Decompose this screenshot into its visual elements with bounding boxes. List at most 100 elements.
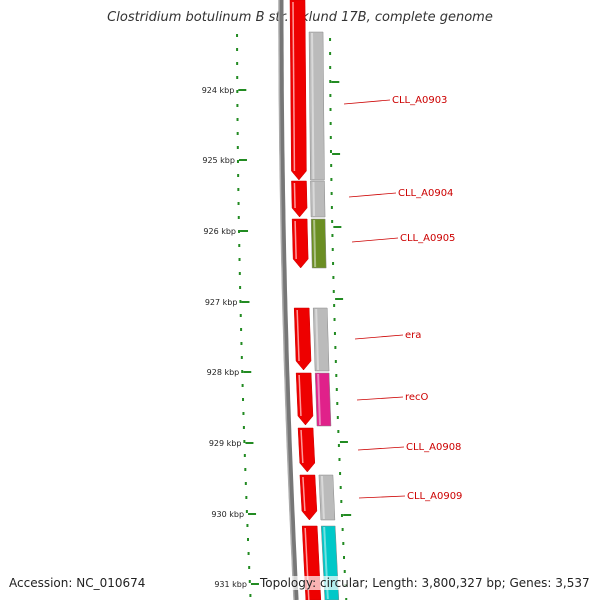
kbp-tick: [248, 513, 257, 515]
dot-mark: [329, 80, 332, 83]
dot-mark: [236, 34, 239, 37]
cds-arrow-shine: [298, 374, 302, 417]
dot-mark: [334, 360, 337, 363]
cds-arrow-shine: [293, 182, 296, 209]
dot-mark: [329, 38, 332, 41]
dot-mark: [330, 164, 333, 167]
dash-mark: [331, 81, 340, 83]
gene-box-shine: [312, 181, 316, 217]
kbp-label: 926 kbp: [203, 227, 236, 236]
dash-mark: [335, 298, 344, 300]
kbp-label: 924 kbp: [202, 86, 235, 95]
cds-arrow-shine: [302, 476, 306, 512]
gene-box-shine: [315, 308, 320, 371]
dot-mark: [236, 160, 239, 163]
dot-mark: [340, 500, 343, 503]
dot-mark: [236, 90, 239, 93]
label-leader: [356, 396, 404, 401]
dot-mark: [333, 318, 336, 321]
dot-mark: [246, 524, 249, 527]
topology-label: Topology: circular; Length: 3,800,327 bp…: [260, 576, 590, 590]
gene-box: [308, 31, 325, 181]
dot-mark: [335, 374, 338, 377]
kbp-tick: [238, 159, 247, 161]
dot-mark: [331, 234, 334, 237]
gene-label-cll_a0904: CLL_A0904: [398, 188, 453, 199]
dot-mark: [339, 472, 342, 475]
dot-mark: [243, 454, 246, 457]
dot-mark: [333, 304, 336, 307]
gene-box: [312, 307, 330, 372]
kbp-label: 930 kbp: [211, 510, 244, 519]
dot-mark: [240, 356, 243, 359]
dot-mark: [239, 300, 242, 303]
kbp-tick: [240, 230, 249, 232]
dot-mark: [237, 216, 240, 219]
dot-mark: [239, 314, 242, 317]
dot-mark: [343, 570, 346, 573]
dot-mark: [236, 76, 239, 79]
right-dot-track: [329, 38, 352, 600]
kbp-label: 925 kbp: [202, 156, 235, 165]
gene-label-cll_a0909: CLL_A0909: [407, 491, 462, 502]
dot-mark: [245, 496, 248, 499]
dot-mark: [242, 426, 245, 429]
dot-mark: [329, 122, 332, 125]
dot-mark: [329, 108, 332, 111]
dot-mark: [239, 286, 242, 289]
dot-mark: [336, 416, 339, 419]
dot-mark: [237, 202, 240, 205]
dot-mark: [245, 510, 248, 513]
dot-mark: [238, 258, 241, 261]
genome-backbone: [278, 0, 299, 600]
label-leader: [348, 192, 397, 198]
dot-mark: [236, 48, 239, 51]
dot-mark: [236, 62, 239, 65]
dot-mark: [236, 104, 239, 107]
kbp-label: 928 kbp: [207, 368, 240, 377]
accession-label: Accession: NC_010674: [9, 576, 146, 590]
dot-mark: [334, 346, 337, 349]
dot-mark: [238, 244, 241, 247]
dot-mark: [247, 552, 250, 555]
kbp-ruler: 924 kbp 925 kbp 926 kbp 927 kbp 928 kbp 929 k…: [202, 86, 259, 589]
kbp-tick: [243, 371, 252, 373]
gene-box: [318, 474, 336, 521]
kbp-tick: [245, 442, 254, 444]
dot-mark: [336, 402, 339, 405]
dot-mark: [241, 384, 244, 387]
dash-mark: [339, 441, 348, 443]
dot-mark: [337, 430, 340, 433]
label-leader: [351, 237, 399, 243]
dot-mark: [330, 178, 333, 181]
dot-mark: [335, 388, 338, 391]
dot-mark: [340, 514, 343, 517]
label-leader: [357, 446, 405, 451]
label-leader: [343, 99, 391, 105]
dot-mark: [345, 598, 348, 600]
dot-mark: [331, 248, 334, 251]
gene-track: [308, 31, 340, 600]
dot-mark: [242, 398, 245, 401]
gene-label-cll_a0908: CLL_A0908: [406, 442, 461, 453]
dot-mark: [241, 370, 244, 373]
dot-mark: [238, 230, 241, 233]
dot-mark: [330, 192, 333, 195]
gene-box: [310, 180, 326, 218]
dot-mark: [249, 594, 252, 597]
gene-box: [310, 218, 327, 269]
dot-mark: [329, 66, 332, 69]
gene-label-era: era: [405, 330, 421, 341]
dot-mark: [237, 174, 240, 177]
dot-mark: [244, 482, 247, 485]
dot-mark: [338, 458, 341, 461]
dot-mark: [329, 94, 332, 97]
dash-mark: [343, 514, 352, 516]
kbp-tick: [238, 89, 247, 91]
left-dot-track: [236, 34, 252, 597]
label-leader: [358, 495, 406, 499]
gene-label-reco: recO: [405, 392, 429, 403]
dot-mark: [339, 486, 342, 489]
gene-box: [314, 372, 332, 427]
